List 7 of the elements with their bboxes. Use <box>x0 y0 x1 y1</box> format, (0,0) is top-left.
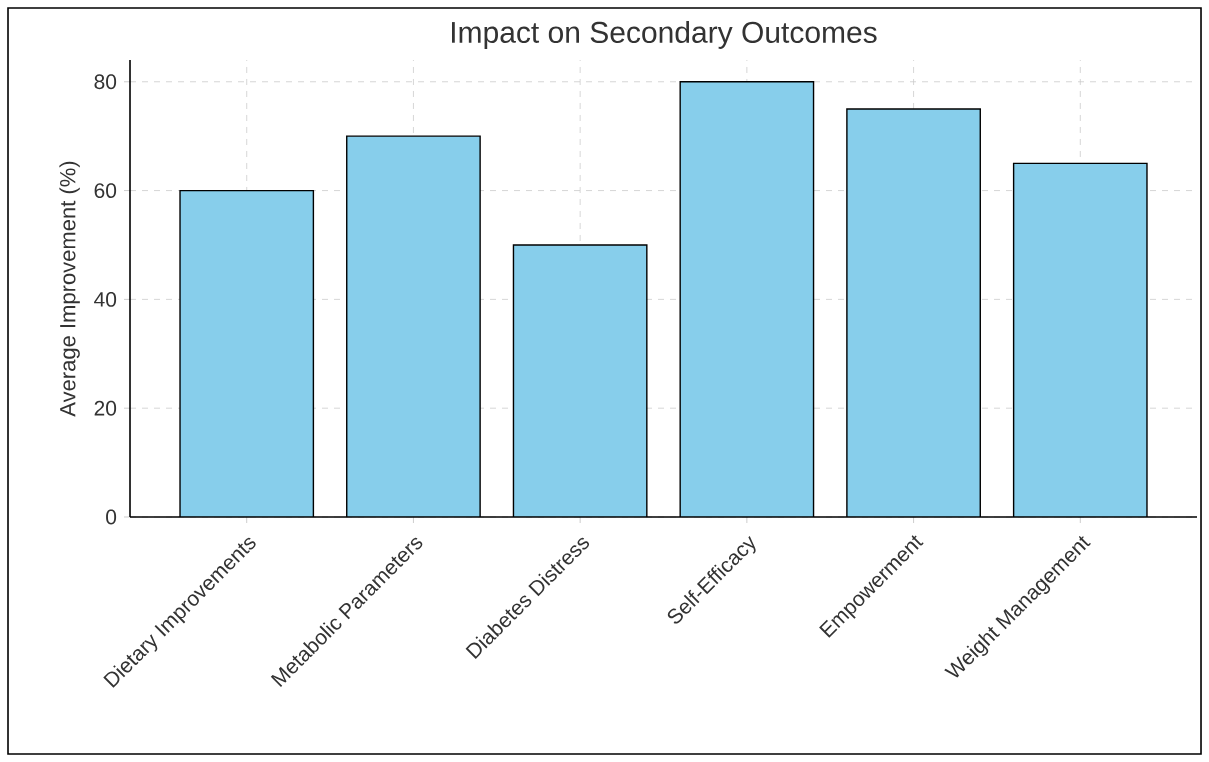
y-tick-label: 0 <box>106 509 117 525</box>
y-tick-label: 20 <box>94 400 117 416</box>
chart-title: Impact on Secondary Outcomes <box>451 20 877 49</box>
y-tick-label: 80 <box>94 74 117 90</box>
y-tick-label: 60 <box>94 183 117 199</box>
y-axis-title: Average Improvement (%) <box>59 161 80 417</box>
y-tick-label: 40 <box>94 291 117 307</box>
